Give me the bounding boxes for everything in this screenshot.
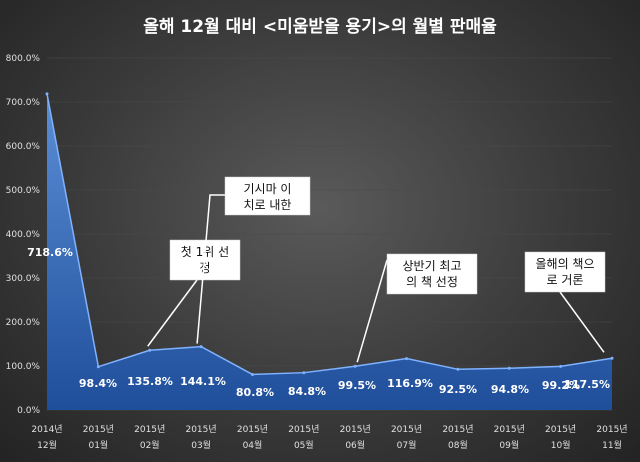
x-tick-label-month: 05월 xyxy=(294,439,314,451)
annotation-leader-line xyxy=(196,194,225,344)
annotation-box xyxy=(224,176,311,216)
x-tick-label-month: 07월 xyxy=(397,439,417,451)
annotation-text: 기시마 이 xyxy=(244,182,292,196)
y-tick-label: 500.0% xyxy=(6,186,41,196)
x-tick-label-month: 09월 xyxy=(499,439,519,451)
x-tick-label-year: 2014년 xyxy=(31,424,62,435)
x-tick-label-year: 2015년 xyxy=(83,424,114,435)
annotation-text: 치로 내한 xyxy=(244,198,292,212)
x-tick-label-month: 03월 xyxy=(191,439,211,451)
y-tick-label: 0.0% xyxy=(17,406,40,416)
data-point xyxy=(405,357,409,361)
y-tick-label: 400.0% xyxy=(6,230,41,240)
data-label: 718.6% xyxy=(27,246,73,259)
annotation-leader-line xyxy=(559,291,605,353)
data-label: 99.2% xyxy=(542,379,580,392)
x-tick-label-month: 01월 xyxy=(88,439,108,451)
chart-title: 올해 12월 대비 <미움받을 용기>의 월별 판매율 xyxy=(143,17,497,37)
annotation-leader-line xyxy=(147,279,198,347)
data-label: 94.8% xyxy=(491,383,529,396)
area-edge-line xyxy=(46,93,613,376)
data-point xyxy=(507,366,511,370)
annotation-text: 상반기 최고 xyxy=(402,259,461,273)
x-tick-label-month: 04월 xyxy=(243,439,263,451)
annotation-text: 의 책 선정 xyxy=(406,274,458,289)
x-tick-label-month: 02월 xyxy=(140,439,160,451)
y-tick-label: 600.0% xyxy=(6,142,41,152)
y-tick-label: 300.0% xyxy=(6,274,41,284)
y-axis: 0.0% 100.0% 200.0% 300.0% 400.0% 500.0% 600.0%… xyxy=(6,54,41,416)
data-point xyxy=(353,364,357,368)
data-point xyxy=(456,367,460,371)
area-fill xyxy=(47,93,612,410)
x-tick-label-year: 2015년 xyxy=(545,424,576,435)
data-point xyxy=(148,348,152,352)
x-tick-label-year: 2015년 xyxy=(391,424,422,435)
y-tick-label: 800.0% xyxy=(6,54,41,64)
y-tick-label: 200.0% xyxy=(6,318,41,328)
x-tick-label-year: 2015년 xyxy=(340,424,371,435)
data-label: 80.8% xyxy=(236,386,274,399)
x-tick-label-year: 2015년 xyxy=(596,424,627,435)
x-tick-label-month: 06월 xyxy=(345,439,365,451)
annotation-callout: 기시마 이치로 내한 xyxy=(196,176,311,344)
annotation-leader-line xyxy=(356,259,388,363)
data-label: 117.5% xyxy=(564,378,610,391)
data-point xyxy=(302,371,306,375)
x-tick-label-year: 2015년 xyxy=(134,424,165,435)
x-tick-label-year: 2015년 xyxy=(494,424,525,435)
data-point xyxy=(199,345,203,349)
data-label: 84.8% xyxy=(288,385,326,398)
series-area xyxy=(45,92,614,410)
x-tick-label-year: 2015년 xyxy=(288,424,319,435)
annotation-text: 로 거론 xyxy=(547,273,584,287)
x-tick-label-year: 2015년 xyxy=(442,424,473,435)
x-axis: 2014년 12월 2015년 01월 2015년 02월 2015년 03월 2015년 04월… xyxy=(31,424,627,451)
data-label: 144.1% xyxy=(180,375,226,388)
data-point xyxy=(610,356,614,360)
data-label: 92.5% xyxy=(439,383,477,396)
x-tick-label-month: 08월 xyxy=(448,439,468,451)
annotation-text: 올해의 책으 xyxy=(535,256,594,271)
annotation-text: 정 xyxy=(199,261,210,275)
data-labels: 718.6% 98.4% 135.8% 144.1% 80.8% 84.8% 99.5% 11… xyxy=(27,246,610,399)
y-tick-label: 100.0% xyxy=(6,362,41,372)
y-tick-label: 700.0% xyxy=(6,98,41,108)
annotation-box xyxy=(386,253,478,295)
data-label: 135.8% xyxy=(127,375,173,388)
x-tick-label-month: 10월 xyxy=(551,439,571,451)
data-label: 99.5% xyxy=(338,379,376,392)
annotation-box xyxy=(524,251,606,293)
x-tick-label-year: 2015년 xyxy=(185,424,216,435)
data-point xyxy=(250,372,254,376)
data-point xyxy=(96,365,100,369)
annotation-callout: 상반기 최고의 책 선정 xyxy=(356,253,478,363)
data-label: 116.9% xyxy=(387,377,433,390)
x-tick-label-year: 2015년 xyxy=(237,424,268,435)
data-point xyxy=(559,364,563,368)
data-point xyxy=(45,92,49,96)
annotation-callout: 첫 1위 선정 xyxy=(147,239,241,347)
x-tick-label-month: 12월 xyxy=(37,439,57,451)
annotation-callout: 올해의 책으로 거론 xyxy=(524,251,606,353)
data-label: 98.4% xyxy=(79,377,117,390)
x-tick-label-month: 11월 xyxy=(602,439,622,451)
